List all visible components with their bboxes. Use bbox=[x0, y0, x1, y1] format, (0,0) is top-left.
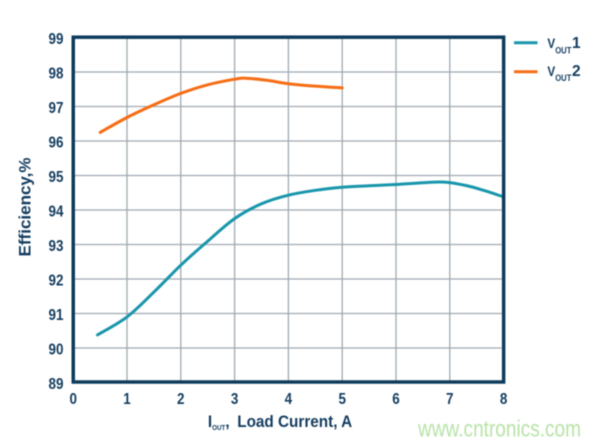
svg-text:97: 97 bbox=[49, 100, 64, 117]
svg-text:95: 95 bbox=[49, 169, 64, 186]
svg-text:90: 90 bbox=[49, 341, 64, 358]
svg-text:8: 8 bbox=[500, 391, 507, 408]
svg-text:7: 7 bbox=[446, 391, 453, 408]
svg-text:1: 1 bbox=[123, 391, 130, 408]
svg-text:2: 2 bbox=[177, 391, 184, 408]
svg-text:4: 4 bbox=[285, 391, 293, 408]
svg-text:99: 99 bbox=[49, 31, 64, 48]
svg-text:6: 6 bbox=[392, 391, 399, 408]
svg-text:0: 0 bbox=[69, 391, 76, 408]
svg-text:2: 2 bbox=[572, 63, 581, 80]
svg-text:3: 3 bbox=[231, 391, 238, 408]
svg-text:1: 1 bbox=[572, 35, 581, 52]
svg-text:98: 98 bbox=[49, 65, 64, 82]
svg-text:5: 5 bbox=[338, 391, 345, 408]
svg-text:89: 89 bbox=[49, 376, 64, 393]
svg-text:93: 93 bbox=[49, 238, 64, 255]
svg-text:Efficiency,%: Efficiency,% bbox=[16, 158, 35, 257]
svg-text:www.cntronics.com: www.cntronics.com bbox=[417, 417, 581, 442]
svg-text:94: 94 bbox=[49, 203, 65, 220]
svg-text:96: 96 bbox=[49, 134, 64, 151]
svg-text:IOUT, Load Current, A: IOUT, Load Current, A bbox=[208, 412, 353, 432]
svg-text:91: 91 bbox=[49, 307, 64, 324]
svg-text:92: 92 bbox=[49, 272, 64, 289]
